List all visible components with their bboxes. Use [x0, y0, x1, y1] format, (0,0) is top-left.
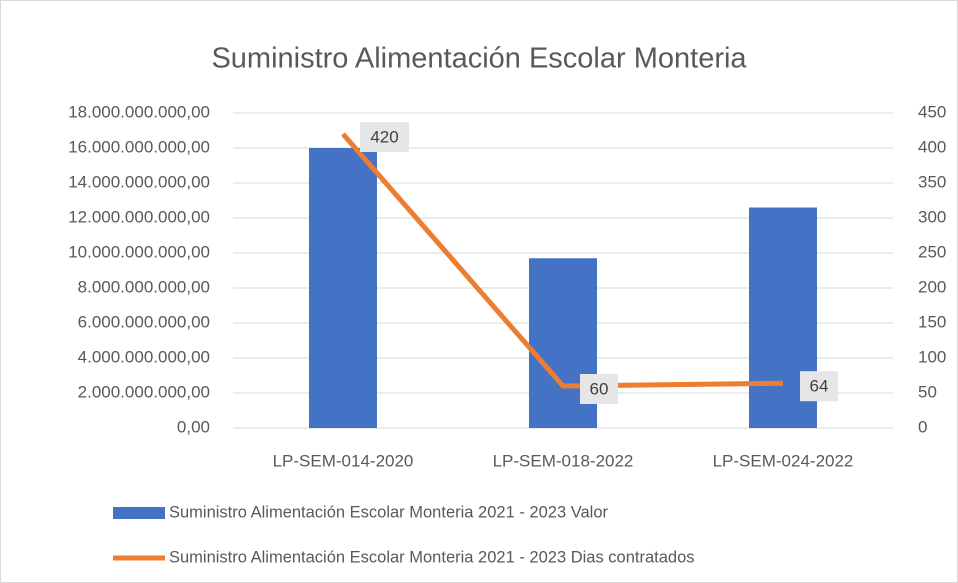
- y-tick-label: 8.000.000.000,00: [78, 277, 210, 296]
- y2-tick-label: 350: [918, 172, 946, 191]
- y2-tick-label: 50: [918, 382, 937, 401]
- y2-tick-label: 100: [918, 347, 946, 366]
- data-label-box: [360, 122, 409, 152]
- data-label: 420: [370, 127, 398, 146]
- y-tick-label: 10.000.000.000,00: [68, 242, 210, 261]
- x-tick-label: LP-SEM-014-2020: [273, 451, 414, 470]
- y-tick-label: 0,00: [177, 417, 210, 436]
- y2-tick-label: 200: [918, 277, 946, 296]
- y-tick-label: 12.000.000.000,00: [68, 207, 210, 226]
- line: [341, 132, 784, 389]
- y2-tick-label: 400: [918, 137, 946, 156]
- data-label-box: [580, 374, 618, 404]
- legend-label: Suministro Alimentación Escolar Monteria…: [169, 548, 695, 566]
- y-tick-label: 4.000.000.000,00: [78, 347, 210, 366]
- legend-label: Suministro Alimentación Escolar Monteria…: [169, 503, 609, 521]
- chart-title: Suministro Alimentación Escolar Monteria: [211, 43, 747, 75]
- data-label-box: [800, 371, 838, 402]
- y2-tick-label: 150: [918, 312, 946, 331]
- data-label: 60: [590, 379, 609, 398]
- y-tick-label: 14.000.000.000,00: [68, 172, 210, 191]
- y-tick-label: 6.000.000.000,00: [78, 312, 210, 331]
- legend-swatch: [113, 507, 165, 519]
- bar: [309, 148, 377, 428]
- y-tick-label: 16.000.000.000,00: [68, 137, 210, 156]
- y2-tick-label: 250: [918, 242, 946, 261]
- y2-tick-label: 450: [918, 102, 946, 121]
- y-tick-label: 2.000.000.000,00: [78, 382, 210, 401]
- y2-tick-label: 0: [918, 417, 927, 436]
- x-tick-label: LP-SEM-018-2022: [493, 451, 634, 470]
- y-tick-label: 18.000.000.000,00: [68, 102, 210, 121]
- x-tick-label: LP-SEM-024-2022: [713, 451, 854, 470]
- y2-tick-label: 300: [918, 207, 946, 226]
- data-label: 64: [810, 377, 829, 396]
